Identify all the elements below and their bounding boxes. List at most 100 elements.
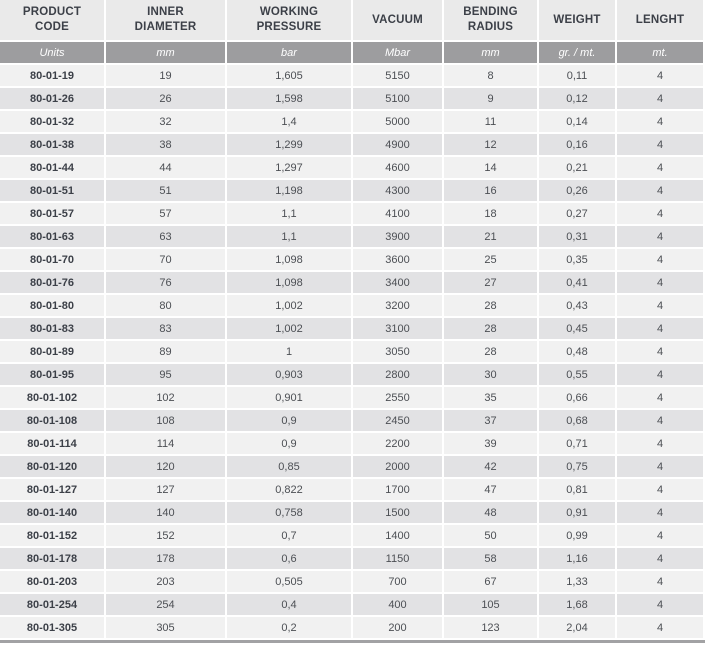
table-cell: 4 — [617, 203, 705, 226]
table-row: 80-01-152 152 0,7 1400 50 0,99 4 — [0, 525, 707, 548]
table-cell: 1,299 — [227, 134, 353, 157]
product-code-cell: 80-01-38 — [0, 134, 106, 157]
table-cell: 0,9 — [227, 433, 353, 456]
product-code-cell: 80-01-108 — [0, 410, 106, 433]
table-row: 80-01-114 114 0,9 2200 39 0,71 4 — [0, 433, 707, 456]
table-cell: 1,098 — [227, 272, 353, 295]
table-cell: 2800 — [353, 364, 444, 387]
table-row: 80-01-80 80 1,002 3200 28 0,43 4 — [0, 295, 707, 318]
table-cell: 0,68 — [539, 410, 617, 433]
table-cell: 58 — [444, 548, 539, 571]
table-cell: 0,99 — [539, 525, 617, 548]
product-code-cell: 80-01-95 — [0, 364, 106, 387]
table-cell: 38 — [106, 134, 227, 157]
table-cell: 123 — [444, 617, 539, 640]
units-row: Units mm bar Mbar mm gr. / mt. mt. — [0, 42, 707, 65]
table-row: 80-01-32 32 1,4 5000 11 0,14 4 — [0, 111, 707, 134]
unit-inner-diameter: mm — [106, 42, 227, 65]
table-cell: 4 — [617, 433, 705, 456]
table-cell: 12 — [444, 134, 539, 157]
table-cell: 140 — [106, 502, 227, 525]
table-cell: 120 — [106, 456, 227, 479]
units-label: Units — [0, 42, 106, 65]
table-cell: 48 — [444, 502, 539, 525]
product-code-cell: 80-01-203 — [0, 571, 106, 594]
col-header-weight: WEIGHT — [539, 0, 617, 42]
table-cell: 4 — [617, 111, 705, 134]
table-cell: 0,2 — [227, 617, 353, 640]
product-code-cell: 80-01-83 — [0, 318, 106, 341]
table-cell: 1,297 — [227, 157, 353, 180]
table-cell: 57 — [106, 203, 227, 226]
table-cell: 0,85 — [227, 456, 353, 479]
table-cell: 4100 — [353, 203, 444, 226]
table-cell: 18 — [444, 203, 539, 226]
product-code-cell: 80-01-51 — [0, 180, 106, 203]
table-row: 80-01-19 19 1,605 5150 8 0,11 4 — [0, 65, 707, 88]
table-cell: 0,903 — [227, 364, 353, 387]
product-code-cell: 80-01-254 — [0, 594, 106, 617]
table-cell: 127 — [106, 479, 227, 502]
table-cell: 39 — [444, 433, 539, 456]
table-row: 80-01-178 178 0,6 1150 58 1,16 4 — [0, 548, 707, 571]
table-cell: 1,68 — [539, 594, 617, 617]
table-cell: 3200 — [353, 295, 444, 318]
col-header-bending-radius: BENDING RADIUS — [444, 0, 539, 42]
table-cell: 0,6 — [227, 548, 353, 571]
table-cell: 0,822 — [227, 479, 353, 502]
unit-working-pressure: bar — [227, 42, 353, 65]
table-cell: 4 — [617, 456, 705, 479]
table-cell: 4 — [617, 548, 705, 571]
table-cell: 3400 — [353, 272, 444, 295]
table-row: 80-01-83 83 1,002 3100 28 0,45 4 — [0, 318, 707, 341]
table-cell: 28 — [444, 318, 539, 341]
table-cell: 152 — [106, 525, 227, 548]
table-cell: 4 — [617, 525, 705, 548]
table-cell: 26 — [106, 88, 227, 111]
table-cell: 0,901 — [227, 387, 353, 410]
table-cell: 203 — [106, 571, 227, 594]
table-cell: 4 — [617, 295, 705, 318]
table-cell: 0,21 — [539, 157, 617, 180]
product-code-cell: 80-01-19 — [0, 65, 106, 88]
product-code-cell: 80-01-152 — [0, 525, 106, 548]
table-cell: 8 — [444, 65, 539, 88]
table-row: 80-01-51 51 1,198 4300 16 0,26 4 — [0, 180, 707, 203]
table-cell: 30 — [444, 364, 539, 387]
table-cell: 4 — [617, 65, 705, 88]
table-cell: 3900 — [353, 226, 444, 249]
table-cell: 0,71 — [539, 433, 617, 456]
table-cell: 4 — [617, 134, 705, 157]
table-cell: 700 — [353, 571, 444, 594]
table-cell: 0,505 — [227, 571, 353, 594]
table-cell: 0,11 — [539, 65, 617, 88]
table-cell: 0,4 — [227, 594, 353, 617]
table-cell: 4 — [617, 318, 705, 341]
product-code-cell: 80-01-89 — [0, 341, 106, 364]
table-cell: 2450 — [353, 410, 444, 433]
table-cell: 4 — [617, 387, 705, 410]
table-cell: 200 — [353, 617, 444, 640]
table-cell: 0,35 — [539, 249, 617, 272]
table-cell: 105 — [444, 594, 539, 617]
table-cell: 5150 — [353, 65, 444, 88]
table-cell: 95 — [106, 364, 227, 387]
table-row: 80-01-120 120 0,85 2000 42 0,75 4 — [0, 456, 707, 479]
table-cell: 2000 — [353, 456, 444, 479]
table-cell: 3100 — [353, 318, 444, 341]
unit-weight: gr. / mt. — [539, 42, 617, 65]
table-cell: 28 — [444, 295, 539, 318]
table-row: 80-01-140 140 0,758 1500 48 0,91 4 — [0, 502, 707, 525]
table-cell: 9 — [444, 88, 539, 111]
table-cell: 0,7 — [227, 525, 353, 548]
table-cell: 0,45 — [539, 318, 617, 341]
table-cell: 4 — [617, 272, 705, 295]
table-cell: 1400 — [353, 525, 444, 548]
table-cell: 0,16 — [539, 134, 617, 157]
table-cell: 50 — [444, 525, 539, 548]
product-code-cell: 80-01-76 — [0, 272, 106, 295]
table-cell: 42 — [444, 456, 539, 479]
col-header-vacuum: VACUUM — [353, 0, 444, 42]
table-cell: 0,55 — [539, 364, 617, 387]
col-header-product-code: PRODUCT CODE — [0, 0, 106, 42]
